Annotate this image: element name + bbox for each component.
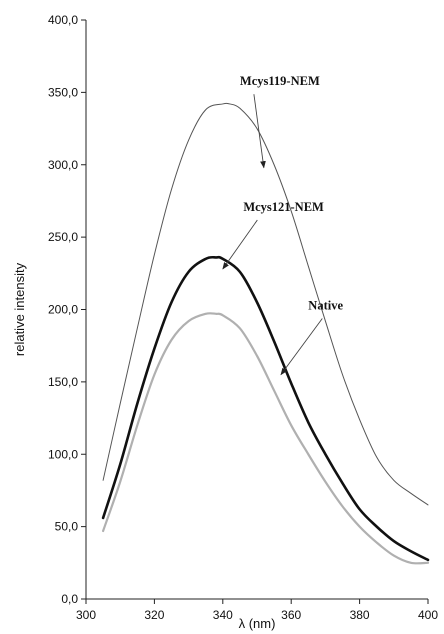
x-tick-label: 380 [350, 608, 370, 622]
y-tick-label: 400,0 [48, 13, 78, 27]
x-tick-label: 360 [281, 608, 301, 622]
y-tick-label: 250,0 [48, 230, 78, 244]
annotation-label: Native [308, 299, 343, 313]
annotation-arrow [222, 219, 258, 270]
y-tick-label: 0,0 [61, 592, 78, 606]
annotation-arrow [280, 318, 323, 376]
annotation-label: Mcys119-NEM [240, 74, 320, 88]
series-lines [101, 102, 430, 565]
x-tick-label: 300 [76, 608, 96, 622]
x-axis-title: λ (nm) [239, 616, 276, 631]
y-tick-label: 150,0 [48, 375, 78, 389]
y-tick-label: 200,0 [48, 303, 78, 317]
annotations: Mcys119-NEM Mcys121-NEM Native [222, 74, 343, 376]
y-tick-label: 100,0 [48, 447, 78, 461]
y-axis-title: relative intensity [12, 262, 27, 356]
y-tick-label: 50,0 [55, 520, 79, 534]
x-tick-label: 340 [213, 608, 233, 622]
x-tick-label: 320 [144, 608, 164, 622]
series-line-native [102, 312, 430, 565]
axes: 0,0 50,0 100,0 150,0 200,0 250,0 300,0 350,0 400… [48, 13, 438, 622]
series-line-mcys121-nem [101, 255, 430, 562]
annotation-arrow [253, 94, 266, 169]
annotation-label: Mcys121-NEM [243, 200, 324, 214]
x-tick-label: 400 [418, 608, 438, 622]
series-line-mcys119-nem [102, 102, 429, 506]
y-tick-label: 300,0 [48, 158, 78, 172]
y-tick-label: 350,0 [48, 85, 78, 99]
